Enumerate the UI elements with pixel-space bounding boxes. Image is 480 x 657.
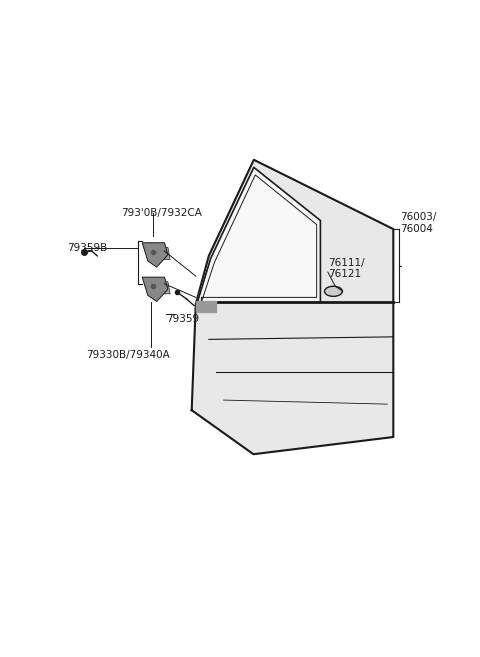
Text: 79359: 79359	[166, 314, 199, 324]
Text: 79359B: 79359B	[67, 243, 108, 254]
Polygon shape	[142, 277, 168, 302]
Polygon shape	[142, 242, 168, 267]
Text: 76003/
76004: 76003/ 76004	[400, 212, 437, 234]
Text: 793'0B/7932CA: 793'0B/7932CA	[121, 208, 202, 218]
Polygon shape	[198, 168, 321, 302]
Text: 76111/
76121: 76111/ 76121	[328, 258, 364, 279]
Polygon shape	[192, 160, 393, 454]
Text: 79330B/79340A: 79330B/79340A	[86, 350, 170, 359]
Polygon shape	[155, 247, 170, 260]
Polygon shape	[155, 282, 170, 294]
Ellipse shape	[324, 286, 342, 296]
Polygon shape	[196, 302, 216, 311]
